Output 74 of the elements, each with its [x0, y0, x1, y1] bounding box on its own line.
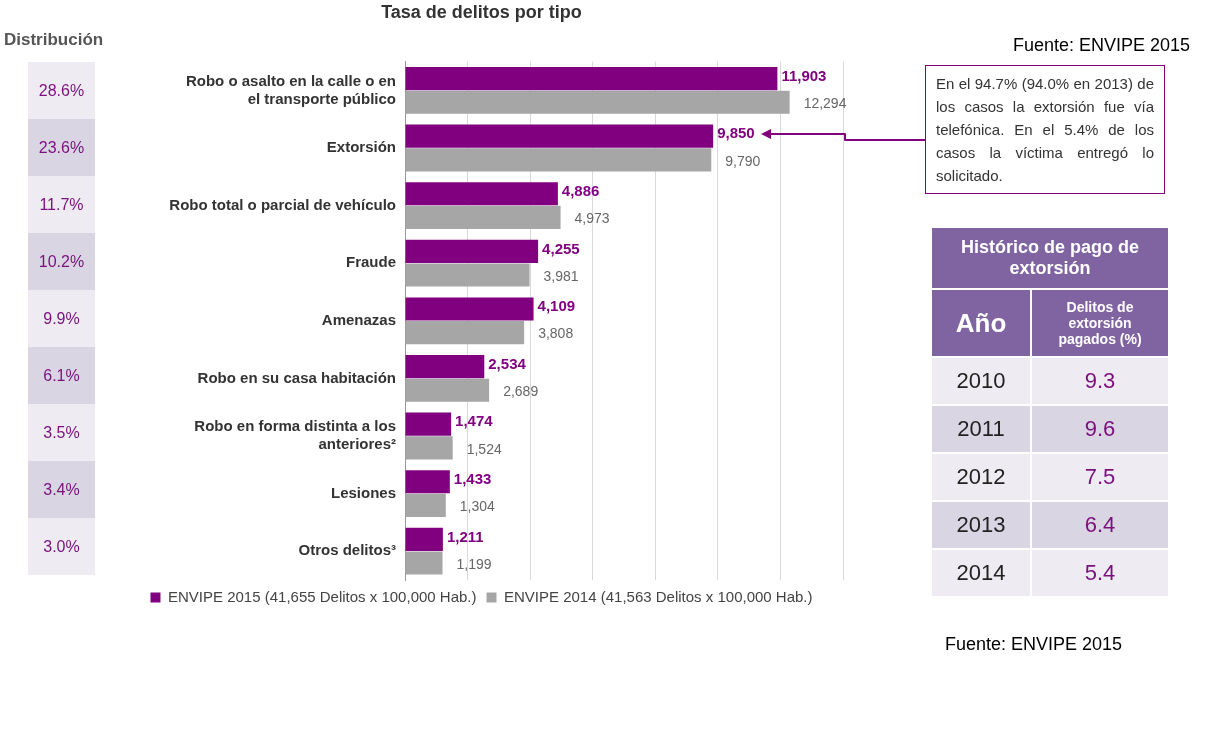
- y-tick-label: Robo o asalto en la calle o en el transporte público: [185, 71, 396, 107]
- y-tick-label: 2011: [932, 406, 1030, 452]
- y-tick-label: Extorsión: [326, 138, 396, 156]
- bar: [405, 205, 561, 229]
- bar: [405, 551, 443, 575]
- data-label: 9.6: [1032, 406, 1168, 452]
- bar: [405, 321, 525, 345]
- text: 3.5%: [28, 404, 95, 461]
- text: En el 94.7% (94.0% en 2013) de los casos la extorsión fue vía telefónica. En el 5.4% de los casos la víctima entregó lo solicitado.: [925, 65, 1165, 194]
- text: 9.9%: [28, 290, 95, 347]
- bar: [405, 263, 530, 287]
- bar: [405, 148, 712, 172]
- y-tick-label: Otros delitos³: [298, 541, 396, 559]
- bar: [405, 355, 485, 379]
- data-label: 2,689: [503, 383, 539, 400]
- y-tick-label: Lesiones: [330, 483, 396, 501]
- text: 6.1%: [28, 347, 95, 404]
- y-tick-label: 2014: [932, 550, 1030, 596]
- data-label: 4,973: [574, 210, 610, 227]
- source-note: Fuente: ENVIPE 2015: [1012, 35, 1190, 56]
- bar: [405, 90, 790, 114]
- data-label: 9,790: [725, 152, 761, 169]
- y-axis-title: Año: [932, 290, 1030, 356]
- chart-title: Tasa de delitos por tipo: [381, 1, 582, 22]
- y-tick-label: 2013: [932, 502, 1030, 548]
- data-label: 1,304: [459, 498, 496, 515]
- data-label: 6.4: [1032, 502, 1168, 548]
- data-label: 5.4: [1032, 550, 1168, 596]
- text: 3.4%: [28, 461, 95, 518]
- source-note: Fuente: ENVIPE 2015: [945, 634, 1123, 655]
- data-label: 7.5: [1032, 454, 1168, 500]
- bar: [405, 124, 714, 148]
- bar: [405, 297, 534, 321]
- chart-title: Histórico de pago de extorsión: [932, 228, 1168, 288]
- text: 23.6%: [28, 119, 95, 176]
- legend-label: ENVIPE 2014 (41,563 Delitos x 100,000 Hab.): [504, 587, 813, 605]
- bar: [405, 527, 443, 551]
- bar: [405, 378, 490, 402]
- data-label: 3,808: [538, 325, 574, 342]
- text: 3.0%: [28, 518, 95, 575]
- bar: [405, 470, 450, 494]
- y-tick-label: 2012: [932, 454, 1030, 500]
- data-label: 1,433: [453, 469, 492, 487]
- text: 28.6%: [28, 62, 95, 119]
- data-label: 3,981: [543, 267, 579, 284]
- bar: [405, 436, 453, 460]
- data-label: 1,524: [466, 440, 502, 457]
- data-label: 2,534: [488, 354, 527, 372]
- data-label: 1,211: [446, 527, 484, 545]
- y-tick-label: Fraude: [345, 253, 396, 271]
- text: 10.2%: [28, 233, 95, 290]
- data-label: 4,255: [542, 239, 580, 257]
- y-tick-label: Robo en forma distinta a los anteriores²: [194, 417, 396, 453]
- bar: [405, 239, 539, 263]
- text: Distribución: [3, 30, 105, 51]
- y-tick-label: 2010: [932, 358, 1030, 404]
- data-label: 12,294: [803, 95, 847, 112]
- data-label: 9,850: [717, 124, 755, 142]
- data-label: 1,474: [455, 412, 494, 430]
- bar: [405, 182, 558, 206]
- text: 11.7%: [28, 176, 95, 233]
- data-label: 11,903: [781, 66, 827, 84]
- data-label: 9.3: [1032, 358, 1168, 404]
- data-label: 4,109: [537, 297, 576, 315]
- bar: [405, 493, 446, 517]
- y-tick-label: Robo total o parcial de vehículo: [169, 195, 396, 213]
- x-tick-label: Delitos de extorsión pagados (%): [1032, 290, 1168, 356]
- bar: [405, 67, 778, 91]
- y-tick-label: Amenazas: [321, 310, 396, 328]
- data-label: 1,199: [456, 555, 492, 572]
- bar: [405, 412, 452, 436]
- data-label: 4,886: [561, 181, 600, 199]
- y-tick-label: Robo en su casa habitación: [197, 368, 396, 386]
- legend-label: ENVIPE 2015 (41,655 Delitos x 100,000 Hab.): [167, 587, 477, 605]
